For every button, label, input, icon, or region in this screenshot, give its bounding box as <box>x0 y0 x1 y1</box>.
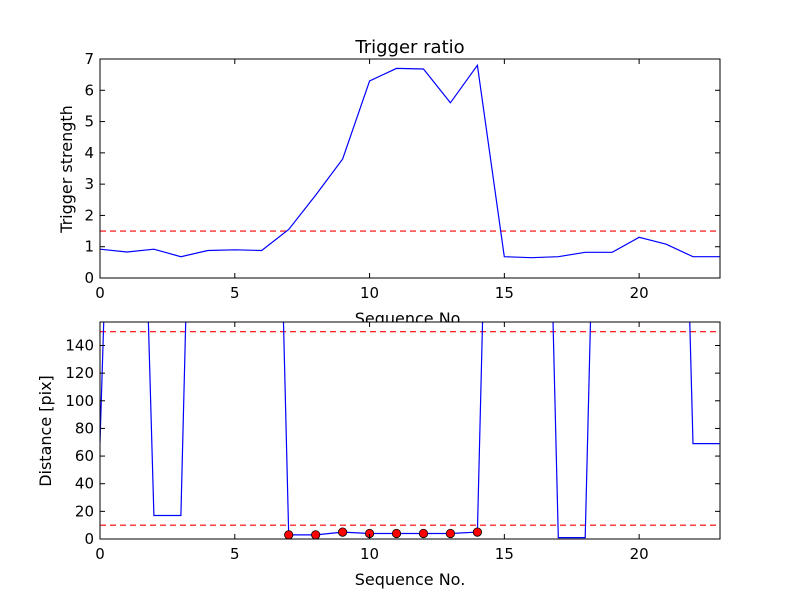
chart-title: Trigger ratio <box>354 37 464 58</box>
series-line <box>100 63 720 259</box>
y-tick-label: 0 <box>84 530 94 548</box>
y-tick-label: 2 <box>84 206 94 224</box>
data-point-marker <box>445 528 456 539</box>
x-tick-label: 10 <box>360 284 379 302</box>
data-point-marker <box>472 527 482 537</box>
y-tick-label: 120 <box>65 364 94 382</box>
x-tick-label: 5 <box>230 284 240 302</box>
y-axis-label: Trigger strength <box>57 105 76 234</box>
y-tick-label: 5 <box>84 113 94 131</box>
y-tick-label: 1 <box>84 238 94 256</box>
series-line <box>100 322 720 539</box>
y-tick-label: 140 <box>65 336 94 354</box>
data-point-marker <box>418 528 429 539</box>
trigger-ratio-chart: Trigger ratio Sequence No. Trigger stren… <box>57 37 721 328</box>
x-tick-label: 20 <box>630 284 649 302</box>
data-point-marker <box>391 528 402 539</box>
data-point-marker <box>338 527 348 537</box>
plot-area <box>100 59 720 278</box>
y-axis-label: Distance [pix] <box>36 375 55 487</box>
x-tick-label: 5 <box>230 545 240 563</box>
distance-chart: Sequence No. Distance [pix] 0 5 10 15 20 0 20 4… <box>36 321 721 589</box>
y-tick-label: 80 <box>75 419 94 437</box>
plot-area <box>100 322 720 539</box>
y-tick-label: 4 <box>84 144 94 162</box>
x-tick-label: 15 <box>495 284 514 302</box>
y-tick-label: 0 <box>84 269 94 287</box>
plot-frame <box>99 58 721 279</box>
x-tick-label: 0 <box>95 284 105 302</box>
y-tick-label: 100 <box>65 392 94 410</box>
y-tick-label: 6 <box>84 81 94 99</box>
x-tick-label: 10 <box>360 545 379 563</box>
x-tick-label: 15 <box>495 545 514 563</box>
y-tick-label: 20 <box>75 502 94 520</box>
plot-content <box>100 63 720 259</box>
data-point-marker <box>311 530 321 540</box>
y-tick-label: 40 <box>75 475 94 493</box>
x-axis-label: Sequence No. <box>355 570 466 589</box>
data-point-marker <box>284 530 294 540</box>
plot-frame <box>99 321 721 540</box>
x-tick-label: 20 <box>630 545 649 563</box>
y-tick-label: 3 <box>84 175 94 193</box>
plot-content <box>100 322 720 539</box>
x-tick-label: 0 <box>95 545 105 563</box>
y-tick-label: 7 <box>84 50 94 68</box>
y-tick-label: 60 <box>75 447 94 465</box>
